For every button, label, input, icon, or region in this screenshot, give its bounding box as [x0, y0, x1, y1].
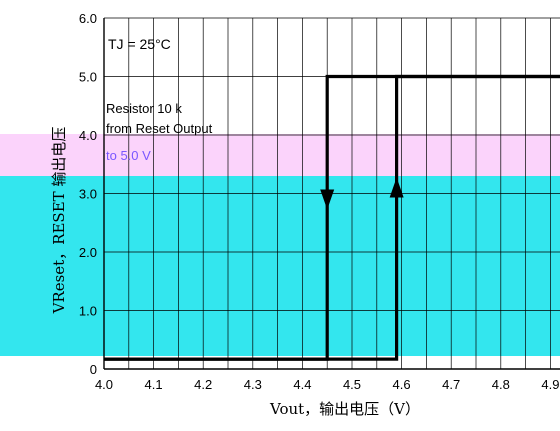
y-tick-label: 3.0 [79, 187, 97, 202]
x-tick-label: 4.3 [244, 377, 262, 392]
tick-labels: 4.04.14.24.34.44.54.64.74.84.9501.02.03.… [79, 11, 560, 392]
series-line-1 [104, 74, 560, 361]
resistor-label-line2: from Reset Output [106, 121, 213, 136]
x-tick-label: 4.0 [95, 377, 113, 392]
x-axis-title: Vout，输出电压（V） [269, 400, 420, 418]
x-tick-label: 4.2 [194, 377, 212, 392]
x-tick-label: 4.1 [145, 377, 163, 392]
y-tick-label: 1.0 [79, 304, 97, 319]
arrow-up [389, 177, 404, 198]
cyan-band [0, 176, 560, 356]
y-tick-label: 6.0 [79, 11, 97, 26]
y-tick-label: 0 [90, 362, 97, 377]
x-tick-label: 4.9 [541, 377, 559, 392]
x-tick-label: 4.4 [293, 377, 311, 392]
x-tick-label: 4.8 [492, 377, 510, 392]
x-tick-label: 4.5 [343, 377, 361, 392]
resistor-label-line1: Resistor 10 k [106, 101, 182, 116]
y-axis-title: VReset，RESET 输出电压 [50, 127, 68, 315]
temperature-label: TJ = 25°C [108, 36, 171, 52]
magenta-band [0, 134, 560, 176]
y-tick-label: 5.0 [79, 70, 97, 85]
x-tick-label: 4.7 [442, 377, 460, 392]
y-tick-label: 4.0 [79, 128, 97, 143]
resistor-label-line3: to 5.0 V [106, 148, 151, 163]
arrow-down [320, 189, 335, 210]
trace-lines [104, 74, 560, 361]
y-tick-label: 2.0 [79, 245, 97, 260]
x-tick-label: 4.6 [393, 377, 411, 392]
